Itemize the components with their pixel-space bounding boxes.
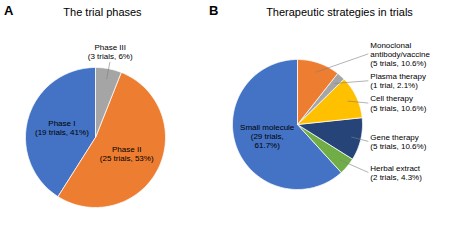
svg-text:Herbal extract(2 trials, 4.3%): Herbal extract(2 trials, 4.3%) bbox=[370, 164, 422, 182]
svg-text:Monoclonalantibody/vaccine(5 t: Monoclonalantibody/vaccine(5 trials, 10.… bbox=[370, 41, 430, 68]
html-text:A: A bbox=[4, 3, 14, 18]
svg-text:Phase III(3 trials, 6%): Phase III(3 trials, 6%) bbox=[88, 43, 133, 61]
svg-text:Phase I(19 trials, 41%): Phase I(19 trials, 41%) bbox=[35, 119, 89, 137]
svg-text:Small molecule(29 trials,61.7%: Small molecule(29 trials,61.7%) bbox=[240, 123, 295, 150]
svg-text:Phase II(25 trials, 53%): Phase II(25 trials, 53%) bbox=[100, 145, 154, 163]
svg-text:Gene therapy(5 trials, 10.6%): Gene therapy(5 trials, 10.6%) bbox=[370, 133, 426, 151]
svg-text:Cell therapy(5 trials, 10.6%): Cell therapy(5 trials, 10.6%) bbox=[370, 94, 426, 112]
html-text:B: B bbox=[209, 3, 219, 18]
html-text:Therapeutic strategies in tria: Therapeutic strategies in trials bbox=[266, 6, 413, 18]
svg-text:Plasma therapy(1 trial, 2.1%): Plasma therapy(1 trial, 2.1%) bbox=[370, 72, 426, 90]
html-text:The trial phases: The trial phases bbox=[63, 6, 142, 18]
